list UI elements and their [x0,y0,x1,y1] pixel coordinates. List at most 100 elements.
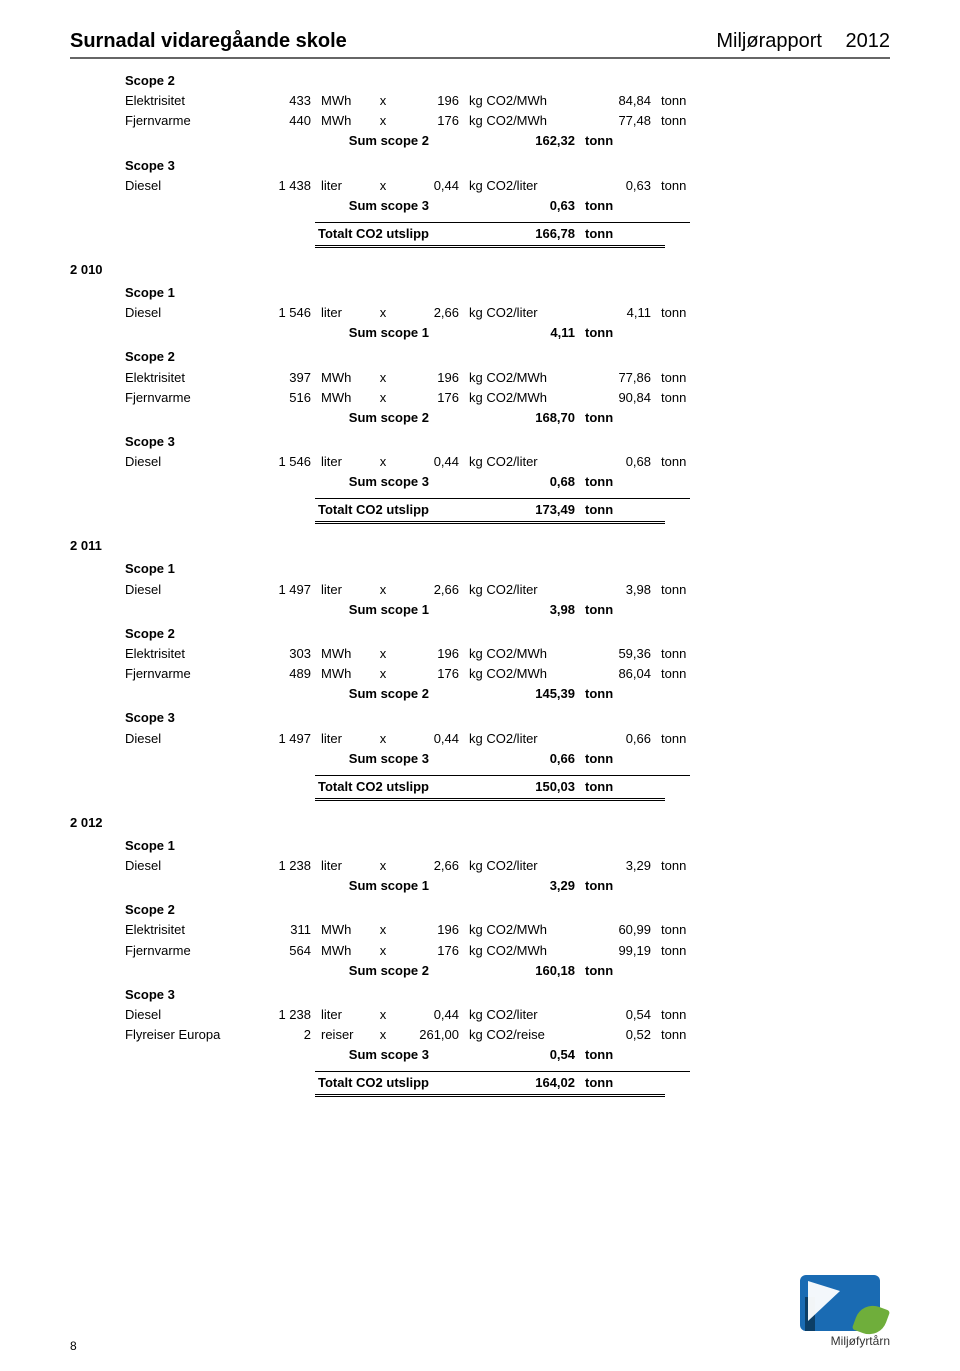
sum-label: Sum scope 2 [125,131,459,151]
tonn: tonn [657,644,702,664]
row-elek: Elektrisitet 397 MWh x 196 kg CO2/MWh 77… [125,368,890,388]
funit: kg CO2/liter [465,729,575,749]
scope3-heading: Scope 3 [125,156,890,176]
funit: kg CO2/MWh [465,920,575,940]
unit: MWh [317,91,367,111]
y2011-scope2: Elektrisitet 303 MWh x 196 kg CO2/MWh 59… [125,644,890,704]
funit: kg CO2/liter [465,856,575,876]
val: 516 [251,388,311,408]
factor: 0,44 [399,1005,459,1025]
tonn: tonn [657,920,702,940]
unit: MWh [317,920,367,940]
unit: MWh [317,388,367,408]
sum-val: 0,63 [465,196,575,216]
val: 2 [251,1025,311,1045]
val: 311 [251,920,311,940]
tonn: tonn [657,1025,702,1045]
sum-label: Sum scope 2 [125,961,459,981]
x: x [373,941,393,961]
total-label: Totalt CO2 utslipp [125,1075,459,1090]
tonn: tonn [581,684,651,704]
sum-label: Sum scope 3 [125,749,459,769]
row-diesel: Diesel 1 546 liter x 0,44 kg CO2/liter 0… [125,452,890,472]
result: 4,11 [581,303,651,323]
total-val: 150,03 [465,779,575,794]
sum-label: Sum scope 3 [125,196,459,216]
total-label: Totalt CO2 utslipp [125,779,459,794]
label-diesel: Diesel [125,176,245,196]
label-fjern: Fjernvarme [125,388,245,408]
x: x [373,111,393,131]
total-2010: Totalt CO2 utslipp 173,49 tonn [125,498,890,524]
label-fjern: Fjernvarme [125,664,245,684]
tonn: tonn [581,472,651,492]
unit: liter [317,856,367,876]
result: 86,04 [581,664,651,684]
tonn: tonn [581,131,651,151]
tonn: tonn [581,779,651,794]
unit: MWh [317,941,367,961]
factor: 2,66 [399,303,459,323]
val: 564 [251,941,311,961]
row-fjern: Fjernvarme 564 MWh x 176 kg CO2/MWh 99,1… [125,941,890,961]
row-fjern: Fjernvarme 489 MWh x 176 kg CO2/MWh 86,0… [125,664,890,684]
row-diesel: Diesel 1 438 liter x 0,44 kg CO2/liter 0… [125,176,890,196]
tonn: tonn [581,502,651,517]
result: 0,63 [581,176,651,196]
result: 0,54 [581,1005,651,1025]
val: 1 546 [251,303,311,323]
funit: kg CO2/MWh [465,388,575,408]
sum-label: Sum scope 1 [125,323,459,343]
x: x [373,856,393,876]
double-rule-icon [315,521,665,524]
x: x [373,920,393,940]
label-elek: Elektrisitet [125,920,245,940]
funit: kg CO2/MWh [465,644,575,664]
x: x [373,91,393,111]
val: 440 [251,111,311,131]
report-title: Miljørapport 2012 [716,30,890,53]
label-fjern: Fjernvarme [125,111,245,131]
sum-label: Sum scope 3 [125,472,459,492]
total-label: Totalt CO2 utslipp [125,502,459,517]
funit: kg CO2/reise [465,1025,575,1045]
funit: kg CO2/MWh [465,91,575,111]
double-rule-icon [315,1094,665,1097]
sum-scope3: Sum scope 3 0,66 tonn [125,749,890,769]
x: x [373,644,393,664]
report-year: 2012 [846,30,891,52]
sum-val: 0,68 [465,472,575,492]
factor: 261,00 [399,1025,459,1045]
y2012-scope2: Elektrisitet 311 MWh x 196 kg CO2/MWh 60… [125,920,890,980]
total-row: Totalt CO2 utslipp 164,02 tonn [125,1072,890,1093]
x: x [373,729,393,749]
page-number: 8 [70,1339,77,1353]
factor: 196 [399,920,459,940]
total-row: Totalt CO2 utslipp 150,03 tonn [125,776,890,797]
total-label: Totalt CO2 utslipp [125,226,459,241]
logo-text: Miljøfyrtårn [800,1334,890,1348]
row-diesel: Diesel 1 546 liter x 2,66 kg CO2/liter 4… [125,303,890,323]
result: 84,84 [581,91,651,111]
row-diesel: Diesel 1 497 liter x 0,44 kg CO2/liter 0… [125,729,890,749]
tonn: tonn [581,600,651,620]
factor: 0,44 [399,452,459,472]
x: x [373,368,393,388]
label-elek: Elektrisitet [125,368,245,388]
result: 59,36 [581,644,651,664]
val: 489 [251,664,311,684]
sum-val: 0,54 [465,1045,575,1065]
funit: kg CO2/MWh [465,111,575,131]
y2010-scope2: Elektrisitet 397 MWh x 196 kg CO2/MWh 77… [125,368,890,428]
sum-scope1: Sum scope 1 3,98 tonn [125,600,890,620]
unit: MWh [317,111,367,131]
unit: MWh [317,644,367,664]
label-diesel: Diesel [125,729,245,749]
row-elek: Elektrisitet 433 MWh x 196 kg CO2/MWh 84… [125,91,890,111]
sum-val: 4,11 [465,323,575,343]
y2010-scope3: Diesel 1 546 liter x 0,44 kg CO2/liter 0… [125,452,890,492]
report-label: Miljørapport [716,30,822,52]
row-fjern: Fjernvarme 516 MWh x 176 kg CO2/MWh 90,8… [125,388,890,408]
val: 397 [251,368,311,388]
x: x [373,176,393,196]
